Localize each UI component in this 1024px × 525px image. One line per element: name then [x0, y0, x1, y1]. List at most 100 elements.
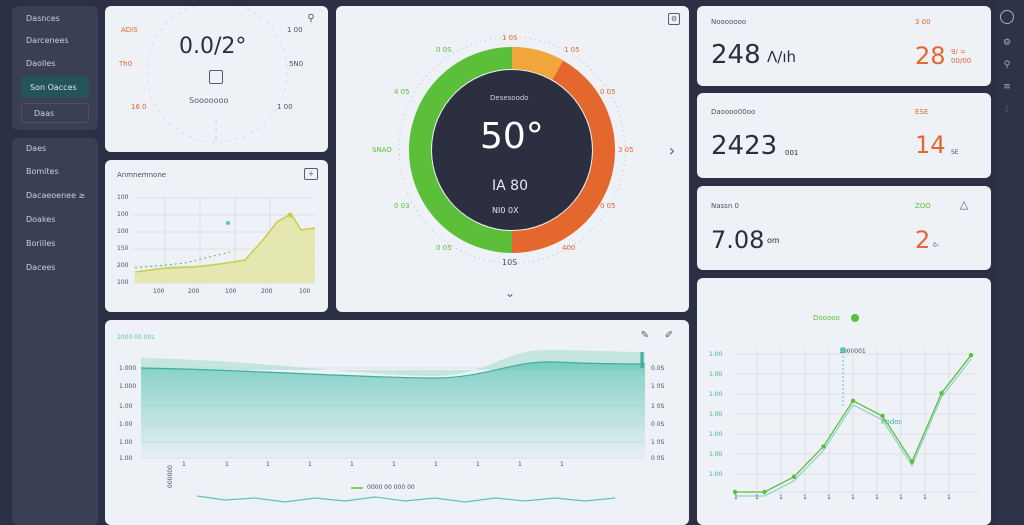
device-icon: [209, 70, 223, 84]
area-xlabel-9: 1: [560, 461, 564, 468]
rail-dots-icon[interactable]: ⋮: [1003, 105, 1011, 113]
sidebar-item-1[interactable]: Darcenees: [26, 36, 69, 45]
stat-unit: 001: [785, 149, 799, 157]
line-chart-plot: [732, 314, 979, 497]
gauge-scale-0: 1 0S: [502, 34, 518, 42]
sidebar-item-3: Son Oacces: [30, 83, 77, 92]
area-chart-title: 2000 00 00s: [117, 334, 155, 341]
scroll-dots-icon: :::: [214, 119, 218, 142]
area-xlabel-0: 1: [182, 461, 186, 468]
stat-right-label: ZOO: [915, 202, 931, 210]
line-point-1: [762, 489, 767, 495]
stat-right-unit: 0-: [933, 242, 939, 249]
line-xlabel-7: 1: [899, 494, 903, 501]
sidebar-item2-0[interactable]: Daes: [26, 144, 47, 153]
edit-icon[interactable]: ✎: [640, 329, 650, 341]
sidebar-section-top: Dasnces Darcenees Daolles Son Oacces Daa…: [12, 6, 98, 130]
area-ylabel-0: 1.000: [119, 365, 137, 372]
gauge-value: 50°: [480, 116, 544, 157]
user-icon[interactable]: ⚲: [307, 12, 315, 24]
area-yright-4: 1 0S: [651, 439, 665, 446]
area-ylabel-4: 1.00: [119, 439, 133, 446]
rail-pin-icon[interactable]: ⚲: [1003, 60, 1011, 70]
small-chart-xlabel-0: 100: [153, 288, 165, 295]
gauge-card: ⚙ Desesoodo 50° IA 80 NI0 0X 1 0S 1 05 0…: [336, 6, 689, 312]
small-chart-ylabel-1: 100: [117, 211, 129, 218]
line-chart-card: Dooooo 1000001 Rodos 1.00 1.00 1.00 1.00…: [697, 278, 991, 525]
line-xlabel-5: 1: [851, 494, 855, 501]
area-xlabel-5: 1: [392, 461, 396, 468]
settings-icon[interactable]: ⚙: [668, 13, 680, 25]
stat-card-0: Nooooooo 248 Λ/ıh 3 00 28 9/ = 00/00: [697, 6, 991, 86]
sidebar-section-bottom: Daes Bomites Dacaeoenee ≥ Doakes Borille…: [12, 138, 98, 525]
line-point-0: [732, 489, 738, 495]
line-chart-marker-label: 1000001: [839, 348, 866, 355]
area-ylabel-5: 1.00: [119, 455, 133, 462]
line-ylabel-5: 1.00: [709, 451, 723, 458]
area-chart-card: 2000 00 00s ✎ ✐ 1.000 1.000 1.00 1.00 1.…: [105, 320, 689, 525]
small-chart-ylabel-0: 100: [117, 194, 129, 201]
small-chart-card: Anmnemnone + 100 100 100 150 200 100 100…: [105, 160, 328, 312]
line-ylabel-3: 1.00: [709, 411, 723, 418]
sidebar-item2-1[interactable]: Bomites: [26, 167, 59, 176]
chevron-right-icon[interactable]: ›: [668, 140, 676, 160]
gauge-scale-5: SNAO: [372, 146, 392, 154]
dial-sub: Sooooooo: [189, 96, 229, 105]
line-ylabel-2: 1.00: [709, 391, 723, 398]
stat-title: Nooooooo: [711, 18, 747, 26]
dial-tick-5: 1 00: [277, 103, 293, 111]
area-ylabel-1: 1.000: [119, 383, 137, 390]
line-xlabel-0: 1: [734, 494, 738, 501]
chevron-down-icon[interactable]: ⌄: [504, 286, 516, 300]
sidebar-item2-5[interactable]: Dacees: [26, 263, 56, 272]
sidebar-item-box[interactable]: Daas: [21, 103, 89, 123]
line-point-6: [909, 459, 915, 464]
line-point-3: [821, 444, 826, 449]
small-chart-xlabel-1: 200: [188, 288, 200, 295]
sidebar-item-active[interactable]: Son Oacces: [21, 76, 89, 98]
sidebar-item2-3[interactable]: Doakes: [26, 215, 56, 224]
gauge-scale-9: 0 03: [394, 202, 410, 210]
gauge-scale-7: 4 05: [394, 88, 410, 96]
gauge-scale-8: 0 0S: [436, 46, 452, 54]
small-chart-xlabel-4: 100: [299, 288, 311, 295]
small-chart-xlabel-3: 200: [261, 288, 273, 295]
stat-unit: om: [767, 236, 780, 245]
line-ylabel-6: 1.00: [709, 471, 723, 478]
stat-card-2: Nassn 0 7.08 om ZOO △ 2 0-: [697, 186, 991, 270]
dial-tick-3: 1 00: [287, 26, 303, 34]
small-chart-ylabel-5: 100: [117, 279, 129, 286]
line-xlabel-2: 1: [779, 494, 783, 501]
sidebar-item2-4[interactable]: Borilles: [26, 239, 56, 248]
sidebar-item-4: Daas: [34, 109, 55, 118]
expand-icon[interactable]: +: [304, 168, 318, 180]
rail-menu-icon[interactable]: ≡: [1003, 82, 1011, 92]
sidebar-item-2[interactable]: Daolles: [26, 59, 56, 68]
gauge-scale-1: 1 05: [564, 46, 580, 54]
gauge-bottom-value: 10S: [502, 258, 518, 267]
dial-tick-4: 5N0: [289, 60, 304, 68]
rail-settings-icon[interactable]: ⚙: [1002, 38, 1012, 48]
dial-ring: [146, 6, 288, 143]
line-xlabel-8: 1: [923, 494, 927, 501]
sidebar-item2-2[interactable]: Dacaeoenee ≥: [26, 191, 86, 200]
gauge-label-mid: IA 80: [492, 178, 528, 194]
stat-right-unit: SE: [951, 149, 959, 156]
line-point-8: [968, 353, 974, 358]
small-chart-xlabel-2: 100: [225, 288, 237, 295]
stat-right-value: 2: [915, 226, 931, 254]
area-xlabel-1: 1: [225, 461, 229, 468]
stat-title: Daoooo00oo: [711, 108, 756, 116]
rail-circle-icon[interactable]: [1000, 10, 1014, 24]
area-yright-2: 1 0S: [651, 403, 665, 410]
gauge-ring: [398, 36, 626, 264]
line-point-4: [850, 398, 856, 403]
line-xlabel-9: 1: [947, 494, 951, 501]
small-chart-title: Anmnemnone: [117, 171, 167, 179]
area-yright-3: 0 0S: [651, 421, 665, 428]
sidebar-item-0[interactable]: Dasnces: [26, 14, 60, 23]
area-ylabel-3: 1.00: [119, 421, 133, 428]
warning-icon[interactable]: △: [959, 197, 969, 211]
pen-icon[interactable]: ✐: [664, 329, 674, 341]
area-xlabel-2: 1: [266, 461, 270, 468]
